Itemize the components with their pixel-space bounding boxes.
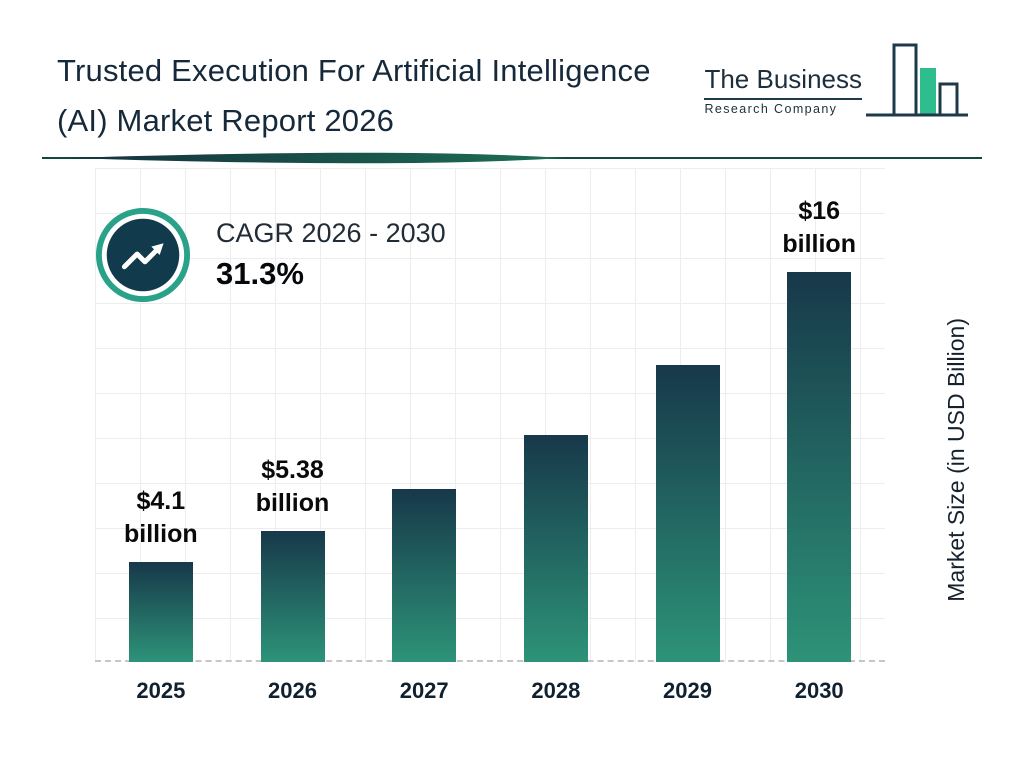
cagr-badge: CAGR 2026 - 2030 31.3% bbox=[94, 206, 446, 304]
x-axis-label-2030: 2030 bbox=[794, 678, 844, 703]
x-axis-label-2025: 2025 bbox=[136, 678, 186, 703]
logo-subname: Research Company bbox=[704, 102, 838, 116]
bar-2025 bbox=[128, 562, 193, 662]
bar-2028 bbox=[523, 435, 588, 662]
y-axis-title-text: Market Size (in USD Billion) bbox=[943, 318, 969, 602]
bar-column-2026: $5.38 billion bbox=[227, 168, 359, 662]
bar-2027 bbox=[392, 489, 457, 662]
bar-column-2027 bbox=[358, 168, 490, 662]
bars-row: $4.1 billion $5.38 billion $16 billion bbox=[95, 168, 885, 662]
bar-2029 bbox=[655, 365, 720, 662]
bar-2026 bbox=[260, 531, 325, 662]
x-axis-baseline bbox=[95, 660, 885, 662]
x-axis-label-2029: 2029 bbox=[663, 678, 712, 703]
logo-text: The Business Research Company bbox=[704, 64, 862, 116]
cagr-value: 31.3% bbox=[216, 256, 304, 291]
logo-name: The Business bbox=[704, 64, 862, 94]
chart-plot-area: $4.1 billion $5.38 billion $16 billion bbox=[95, 168, 885, 662]
bar-2030 bbox=[787, 272, 852, 662]
x-axis-labels: 2025 2026 2027 2028 2029 2030 bbox=[95, 678, 885, 704]
x-axis-label-2027: 2027 bbox=[399, 678, 449, 703]
page-title: Trusted Execution For Artificial Intelli… bbox=[57, 53, 651, 138]
cagr-text: CAGR 2026 - 2030 31.3% bbox=[216, 218, 446, 292]
bar-value-label-2025: $4.1 billion bbox=[124, 486, 198, 549]
bar-column-2025: $4.1 billion bbox=[95, 168, 227, 662]
x-axis-label-2028: 2028 bbox=[531, 678, 581, 703]
company-logo: The Business Research Company bbox=[704, 42, 968, 118]
bar-column-2028 bbox=[490, 168, 622, 662]
y-axis-title: Market Size (in USD Billion) bbox=[943, 275, 970, 645]
bar-value-label-2026: $5.38 billion bbox=[255, 455, 330, 518]
cagr-label: CAGR 2026 - 2030 bbox=[216, 218, 446, 248]
bar-column-2030: $16 billion bbox=[753, 168, 885, 662]
bar-value-label-2030: $16 billion bbox=[782, 196, 856, 259]
bar-column-2029 bbox=[622, 168, 754, 662]
title-divider bbox=[42, 152, 982, 164]
x-axis-label-2026: 2026 bbox=[268, 678, 317, 703]
bar-chart-logo-icon bbox=[866, 43, 968, 117]
trend-up-icon bbox=[95, 207, 191, 303]
logo-rule bbox=[704, 98, 862, 100]
